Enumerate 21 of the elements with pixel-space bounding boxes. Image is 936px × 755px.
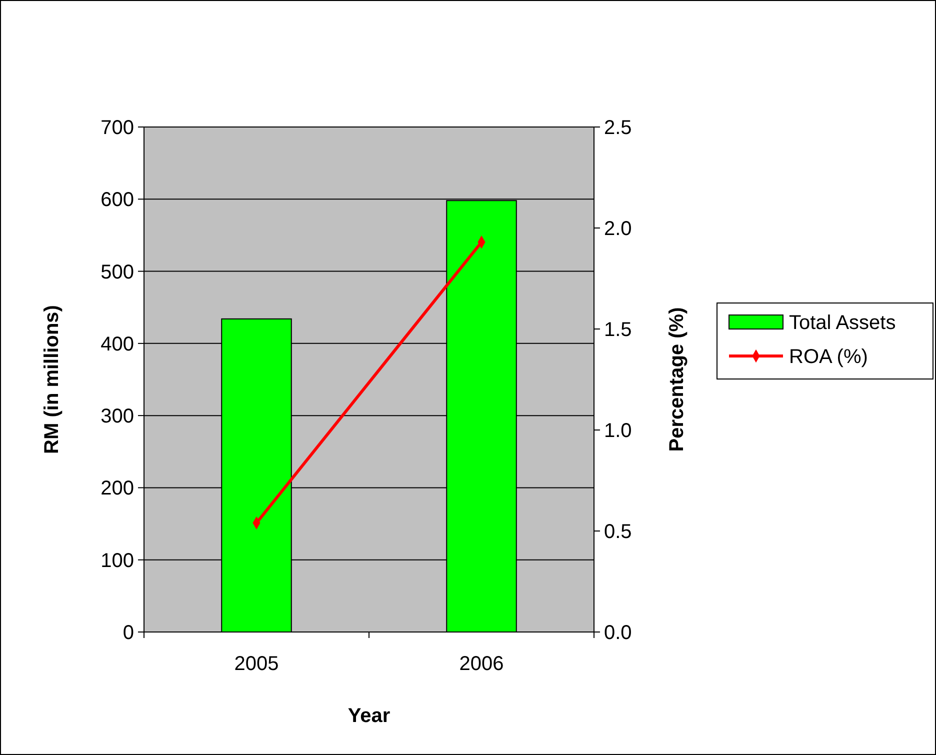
y-tick-label: 100 <box>100 550 134 572</box>
y-tick-label: 600 <box>100 189 134 212</box>
y-axis-title: RM (in millions) <box>41 305 63 454</box>
x-tick-label: 2005 <box>234 653 279 675</box>
legend-label: Total Assets <box>789 312 896 334</box>
x-axis-title: Year <box>348 705 390 727</box>
y-tick-label: 300 <box>100 406 134 428</box>
y-tick-label: 0 <box>122 622 134 644</box>
y2-tick-label: 1.5 <box>604 319 632 341</box>
y2-tick-label: 2.5 <box>604 117 632 139</box>
y2-axis-title: Percentage (%) <box>666 307 688 452</box>
y-tick-label: 400 <box>100 333 134 356</box>
y-tick-label: 200 <box>100 478 134 500</box>
legend-label: ROA (%) <box>789 346 868 368</box>
y-tick-label: 500 <box>100 261 134 284</box>
y2-tick-label: 0.5 <box>604 521 632 543</box>
y2-tick-label: 0.0 <box>604 622 632 644</box>
y2-tick-label: 1.0 <box>604 420 632 442</box>
x-tick-label: 2006 <box>459 653 504 675</box>
y2-tick-label: 2.0 <box>604 218 632 240</box>
y-tick-label: 700 <box>100 117 134 139</box>
